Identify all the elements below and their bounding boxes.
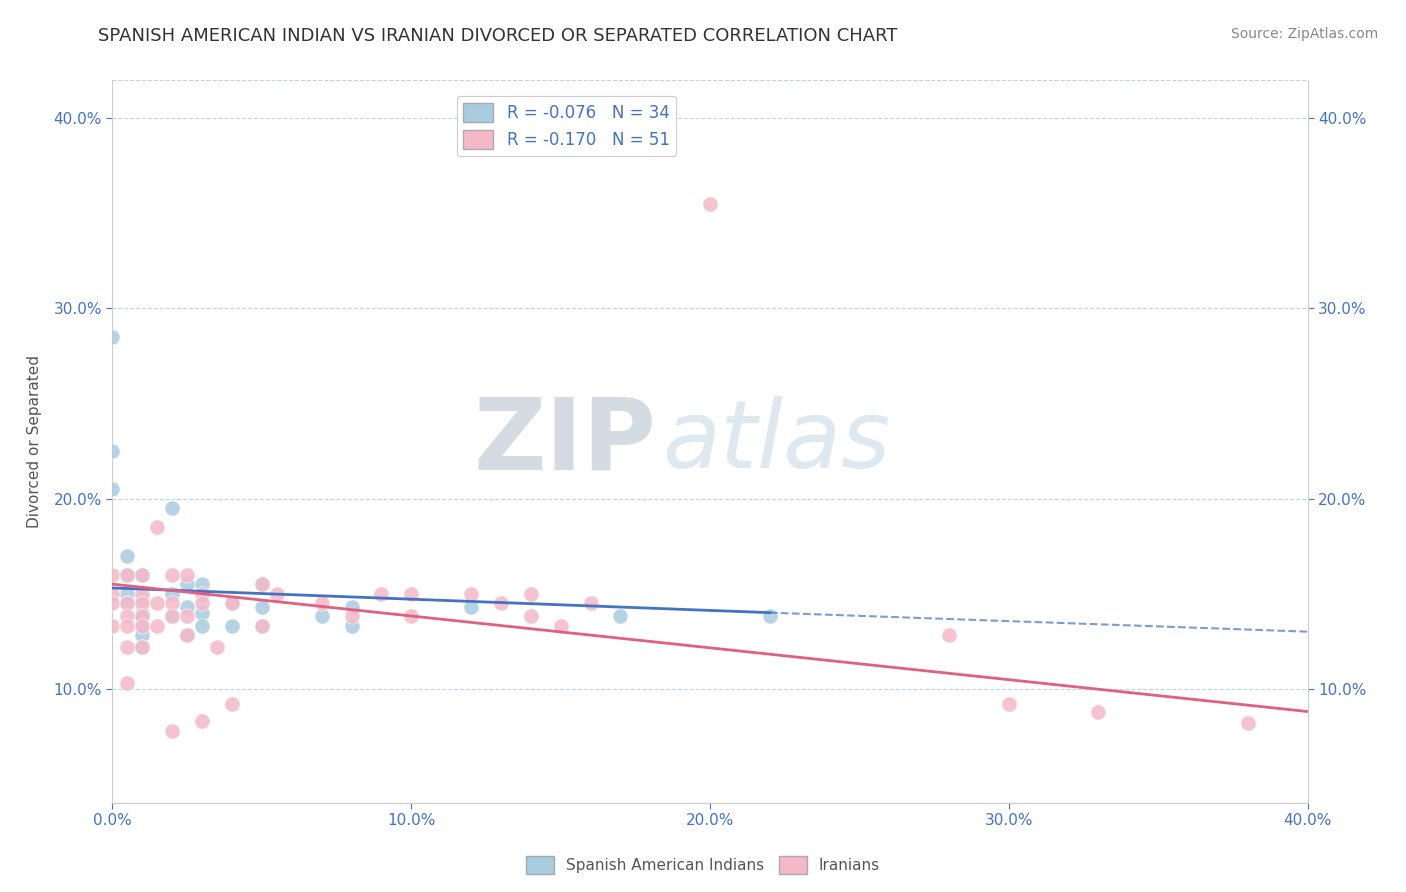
- Point: [520, 609, 543, 624]
- Point: [176, 609, 198, 624]
- Point: [131, 640, 153, 654]
- Point: [176, 577, 198, 591]
- Text: atlas: atlas: [662, 396, 890, 487]
- Point: [520, 587, 543, 601]
- Point: [401, 609, 423, 624]
- Point: [131, 619, 153, 633]
- Point: [146, 596, 169, 610]
- Point: [221, 596, 243, 610]
- Point: [1237, 715, 1260, 730]
- Y-axis label: Divorced or Separated: Divorced or Separated: [28, 355, 42, 528]
- Point: [191, 596, 214, 610]
- Point: [131, 596, 153, 610]
- Point: [131, 640, 153, 654]
- Point: [699, 197, 721, 211]
- Point: [176, 567, 198, 582]
- Point: [250, 577, 273, 591]
- Point: [340, 599, 363, 614]
- Point: [489, 596, 512, 610]
- Point: [131, 592, 153, 607]
- Point: [131, 628, 153, 642]
- Point: [131, 587, 153, 601]
- Point: [176, 628, 198, 642]
- Point: [162, 723, 183, 738]
- Point: [146, 520, 169, 534]
- Point: [117, 619, 139, 633]
- Point: [131, 609, 153, 624]
- Point: [938, 628, 960, 642]
- Point: [117, 676, 139, 690]
- Point: [250, 619, 273, 633]
- Point: [162, 596, 183, 610]
- Point: [266, 587, 288, 601]
- Point: [101, 330, 124, 344]
- Point: [250, 577, 273, 591]
- Point: [191, 577, 214, 591]
- Point: [221, 697, 243, 711]
- Point: [221, 619, 243, 633]
- Point: [370, 587, 392, 601]
- Point: [117, 596, 139, 610]
- Point: [176, 628, 198, 642]
- Point: [101, 596, 124, 610]
- Point: [117, 587, 139, 601]
- Point: [191, 714, 214, 728]
- Point: [101, 482, 124, 496]
- Point: [759, 609, 782, 624]
- Point: [162, 567, 183, 582]
- Point: [117, 596, 139, 610]
- Point: [191, 619, 214, 633]
- Point: [340, 619, 363, 633]
- Point: [117, 609, 139, 624]
- Point: [162, 501, 183, 516]
- Point: [162, 609, 183, 624]
- Point: [1087, 705, 1109, 719]
- Point: [162, 587, 183, 601]
- Point: [609, 609, 631, 624]
- Point: [340, 609, 363, 624]
- Text: ZIP: ZIP: [474, 393, 657, 490]
- Point: [550, 619, 572, 633]
- Point: [401, 587, 423, 601]
- Point: [311, 609, 333, 624]
- Point: [117, 640, 139, 654]
- Point: [162, 609, 183, 624]
- Point: [131, 609, 153, 624]
- Point: [191, 587, 214, 601]
- Legend: Spanish American Indians, Iranians: Spanish American Indians, Iranians: [520, 850, 886, 880]
- Text: Source: ZipAtlas.com: Source: ZipAtlas.com: [1230, 27, 1378, 41]
- Point: [101, 567, 124, 582]
- Point: [191, 606, 214, 620]
- Point: [460, 599, 482, 614]
- Point: [250, 599, 273, 614]
- Point: [205, 640, 228, 654]
- Point: [101, 587, 124, 601]
- Point: [101, 619, 124, 633]
- Point: [117, 549, 139, 563]
- Point: [117, 567, 139, 582]
- Point: [146, 619, 169, 633]
- Point: [176, 599, 198, 614]
- Point: [131, 567, 153, 582]
- Legend: R = -0.076   N = 34, R = -0.170   N = 51: R = -0.076 N = 34, R = -0.170 N = 51: [457, 95, 676, 156]
- Point: [998, 697, 1021, 711]
- Text: SPANISH AMERICAN INDIAN VS IRANIAN DIVORCED OR SEPARATED CORRELATION CHART: SPANISH AMERICAN INDIAN VS IRANIAN DIVOR…: [98, 27, 898, 45]
- Point: [117, 567, 139, 582]
- Point: [131, 606, 153, 620]
- Point: [250, 619, 273, 633]
- Point: [101, 444, 124, 458]
- Point: [579, 596, 602, 610]
- Point: [131, 567, 153, 582]
- Point: [311, 596, 333, 610]
- Point: [131, 617, 153, 632]
- Point: [221, 596, 243, 610]
- Point: [460, 587, 482, 601]
